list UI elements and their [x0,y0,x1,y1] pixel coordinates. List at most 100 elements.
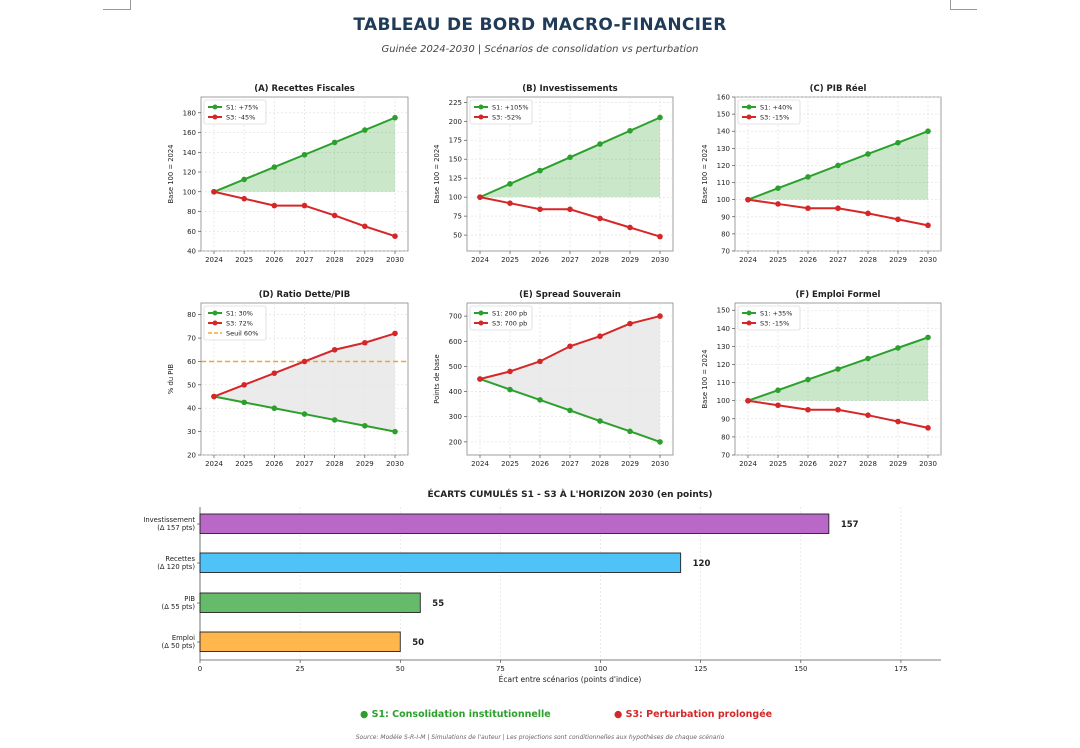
y-tick-label: 50 [453,232,462,240]
y-tick-label: 150 [717,307,730,315]
data-point-s1 [507,386,513,393]
bar-value-label: 50 [412,638,424,648]
crop-mark-right [950,9,977,10]
crop-mark-right-vertical [950,0,951,10]
y-tick-label: 225 [449,99,462,107]
data-point-s3 [627,320,633,327]
x-tick-label: 2029 [356,256,374,264]
category-label-line: Investissement [143,516,195,524]
y-tick-label: 100 [183,188,196,196]
legend-marker [746,104,752,110]
x-tick-label: 2025 [501,460,519,468]
x-tick-label: 2030 [386,460,404,468]
data-point-s3 [865,412,871,418]
data-point-s3 [597,215,603,222]
y-tick-label: 200 [449,118,462,126]
x-tick-label: 2025 [235,460,253,468]
data-point-s1 [895,139,901,146]
y-tick-label: 160 [717,94,730,102]
category-label-line: PIB [184,595,195,603]
data-point-s3 [925,222,931,229]
legend-label: S3: -15% [760,320,789,328]
legend-label: Seuil 60% [226,330,258,338]
x-tick-label: 2029 [889,256,907,264]
data-point-s1 [805,174,811,180]
bar-1 [199,552,682,573]
x-tick-label: 2028 [859,460,877,468]
data-point-s3 [775,402,781,409]
legend-marker [746,320,752,326]
category-label-line: (Δ 50 pts) [162,642,196,650]
y-tick-label: 70 [187,335,196,343]
data-point-s1 [657,114,663,121]
legend-label: S1: +105% [492,104,529,112]
y-tick-label: 140 [183,149,196,157]
y-tick-label: 90 [721,213,730,221]
legend-marker [212,320,218,326]
data-point-s3 [331,212,338,219]
y-tick-label: 600 [449,338,462,346]
category-label-line: Emploi [172,634,195,642]
x-axis-label: Écart entre scénarios (points d'indice) [499,675,642,684]
dashboard-title: TABLEAU DE BORD MACRO-FINANCIER [353,15,727,35]
data-point-s3 [805,205,811,212]
y-tick-label: 140 [717,128,730,136]
x-tick-label: 25 [296,665,305,673]
data-point-s3 [392,233,398,239]
data-point-s1 [271,164,278,170]
x-tick-label: 2027 [296,460,314,468]
data-point-s1 [597,418,603,424]
y-tick-label: 80 [721,433,730,441]
y-axis-label: Base 100 = 2024 [701,350,709,409]
data-point-s3 [271,202,278,209]
y-tick-label: 70 [721,452,730,460]
x-tick-label: 2030 [651,460,669,468]
source-note: Source: Modèle S-R-I-M | Simulations de … [355,734,725,741]
data-point-s3 [241,195,247,202]
x-tick-label: 50 [396,665,405,673]
data-point-s3 [657,313,663,319]
y-tick-label: 150 [717,111,730,119]
data-point-s3 [627,224,633,231]
legend-label: S3: -45% [226,114,255,122]
x-tick-label: 2024 [739,256,757,264]
x-tick-label: 2028 [326,256,344,264]
x-tick-label: 150 [794,665,807,673]
data-point-s1 [392,428,398,435]
data-point-s3 [895,216,901,223]
data-point-s3 [537,206,543,213]
y-tick-label: 75 [453,213,462,221]
y-axis-label: Base 100 = 2024 [433,145,441,204]
bar-value-label: 120 [693,559,711,569]
data-point-s3 [241,382,247,388]
y-tick-label: 100 [717,397,730,405]
legend-s1: ● S1: Consolidation institutionnelle [360,709,551,720]
x-tick-label: 2030 [919,256,937,264]
x-tick-label: 2028 [859,256,877,264]
chart-title: (B) Investissements [522,84,617,94]
data-point-s1 [865,151,871,157]
data-point-s1 [362,422,368,429]
category-label-line: (Δ 55 pts) [162,603,196,611]
y-tick-label: 160 [183,129,196,137]
x-tick-label: 175 [894,665,907,673]
data-point-s1 [537,397,543,403]
x-tick-label: 2026 [531,256,549,264]
data-point-s3 [657,233,663,240]
x-tick-label: 2026 [799,256,817,264]
data-point-s3 [775,201,781,207]
legend-label: S1: 30% [226,310,253,318]
bar-value-label: 55 [432,599,444,609]
data-point-s1 [392,114,398,121]
legend-s3: ● S3: Perturbation prolongée [614,709,773,720]
category-label-line: Recettes [165,555,195,563]
data-point-s1 [597,141,603,147]
x-tick-label: 2029 [621,460,639,468]
x-tick-label: 2027 [561,460,579,468]
data-point-s3 [331,346,338,353]
x-tick-label: 125 [694,665,707,673]
data-point-s1 [362,127,368,133]
data-point-s1 [331,139,338,146]
x-tick-label: 100 [594,665,607,673]
